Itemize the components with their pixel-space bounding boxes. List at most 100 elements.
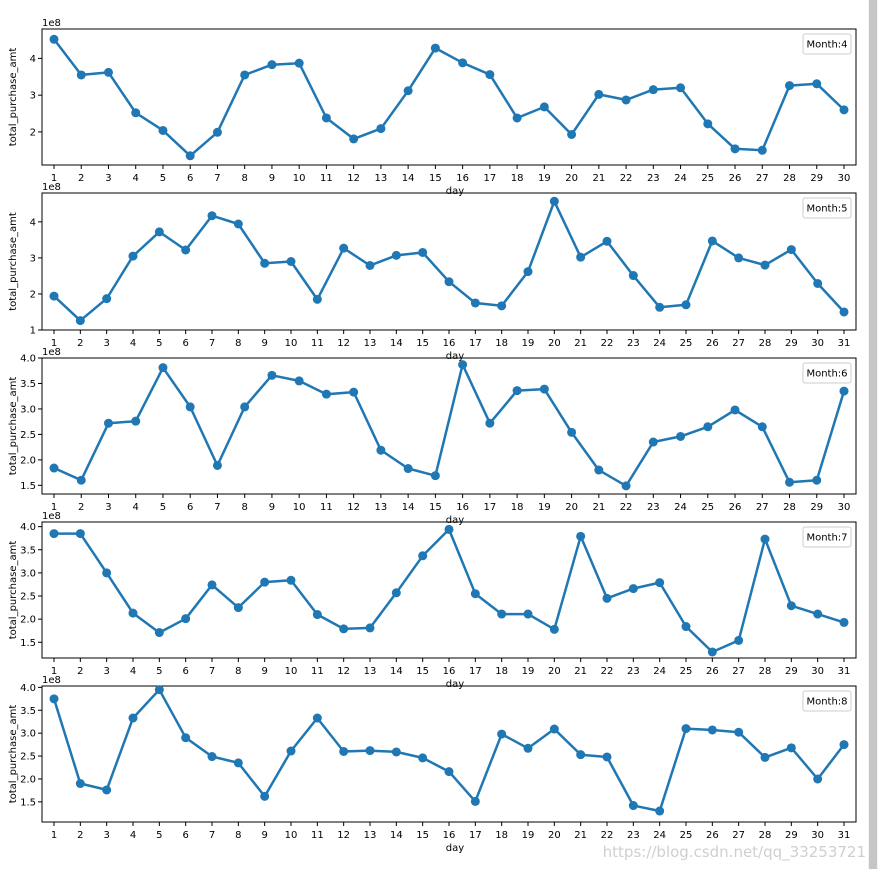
watermark-text: https://blog.csdn.net/qq_33253721 <box>602 843 866 861</box>
y-tick-label: 2.5 <box>20 592 36 603</box>
x-tick-label: 21 <box>574 338 587 349</box>
x-tick-label: 15 <box>429 502 442 513</box>
data-point <box>49 291 59 301</box>
data-point <box>158 125 168 135</box>
data-point <box>365 623 375 633</box>
x-tick-label: 4 <box>133 173 139 184</box>
x-tick-label: 20 <box>565 173 578 184</box>
x-tick-label: 16 <box>443 666 456 677</box>
x-tick-label: 8 <box>235 830 241 841</box>
x-tick-label: 26 <box>706 338 719 349</box>
x-tick-label: 27 <box>732 666 745 677</box>
x-axis-label: day <box>446 186 464 197</box>
scrollbar-thumb[interactable] <box>869 0 877 869</box>
x-tick-label: 21 <box>592 173 605 184</box>
x-tick-label: 31 <box>838 830 851 841</box>
x-tick-label: 28 <box>759 830 772 841</box>
data-point <box>730 405 740 415</box>
data-point <box>839 617 849 627</box>
x-tick-label: 24 <box>674 173 687 184</box>
y-tick-label: 1.5 <box>20 481 36 492</box>
data-point <box>655 806 665 816</box>
x-tick-label: 5 <box>156 830 162 841</box>
x-tick-label: 14 <box>402 173 415 184</box>
y-tick-label: 3.0 <box>20 404 36 415</box>
data-point <box>103 418 113 428</box>
data-point <box>430 471 440 481</box>
y-tick-label: 2.0 <box>20 774 36 785</box>
legend-label: Month:8 <box>806 697 847 708</box>
x-tick-label: 2 <box>78 502 84 513</box>
data-point <box>376 445 386 455</box>
data-point <box>676 431 686 441</box>
data-point <box>760 534 770 544</box>
data-point <box>602 593 612 603</box>
data-point <box>621 95 631 105</box>
data-point <box>212 127 222 137</box>
x-tick-label: 18 <box>511 173 524 184</box>
axes-frame <box>41 192 857 331</box>
vertical-scrollbar[interactable] <box>868 0 878 869</box>
x-tick-label: 10 <box>293 173 306 184</box>
data-point <box>286 575 296 585</box>
x-tick-label: 7 <box>214 173 220 184</box>
data-point <box>403 86 413 96</box>
y-tick-label: 2.5 <box>20 430 36 441</box>
data-point <box>707 236 717 246</box>
legend-label: Month:7 <box>806 533 847 544</box>
y-offset-label: 1e8 <box>42 18 61 29</box>
x-tick-label: 14 <box>390 830 403 841</box>
x-tick-label: 21 <box>574 666 587 677</box>
data-point <box>681 300 691 310</box>
x-tick-label: 3 <box>103 666 109 677</box>
data-point <box>785 477 795 487</box>
data-point <box>813 609 823 619</box>
data-point <box>240 402 250 412</box>
data-point <box>267 370 277 380</box>
data-point <box>458 58 468 68</box>
data-point <box>470 298 480 308</box>
data-point <box>444 524 454 534</box>
x-tick-label: 11 <box>320 502 333 513</box>
x-tick-label: 13 <box>375 173 388 184</box>
x-tick-label: 18 <box>511 502 524 513</box>
data-point <box>376 124 386 134</box>
data-point <box>430 43 440 53</box>
x-tick-label: 19 <box>538 502 551 513</box>
x-tick-label: 20 <box>565 502 578 513</box>
data-point <box>365 746 375 756</box>
x-tick-label: 16 <box>456 502 469 513</box>
data-point <box>549 724 559 734</box>
y-tick-label: 1 <box>30 326 36 337</box>
x-tick-label: 25 <box>701 173 714 184</box>
x-tick-label: 30 <box>838 502 851 513</box>
data-point <box>444 277 454 287</box>
legend-box <box>802 526 852 548</box>
axes-frame <box>41 357 857 495</box>
x-tick-label: 26 <box>729 502 742 513</box>
x-tick-label: 16 <box>443 830 456 841</box>
x-tick-label: 1 <box>51 830 57 841</box>
data-point <box>707 725 717 735</box>
data-point <box>628 271 638 281</box>
data-point <box>181 733 191 743</box>
axes-frame <box>41 28 857 166</box>
x-tick-label: 11 <box>311 338 324 349</box>
legend-box <box>802 362 852 384</box>
data-point <box>131 108 141 118</box>
x-tick-label: 10 <box>285 338 298 349</box>
data-point <box>75 316 85 326</box>
x-tick-label: 24 <box>653 830 666 841</box>
x-tick-label: 29 <box>810 173 823 184</box>
x-tick-label: 17 <box>483 502 496 513</box>
data-point <box>576 252 586 262</box>
x-tick-label: 30 <box>811 338 824 349</box>
x-tick-label: 27 <box>756 173 769 184</box>
y-tick-label: 4.0 <box>20 522 36 533</box>
x-tick-label: 23 <box>627 830 640 841</box>
x-tick-label: 31 <box>838 338 851 349</box>
y-tick-label: 2.5 <box>20 752 36 763</box>
y-tick-label: 4 <box>30 217 36 228</box>
y-offset-label: 1e8 <box>42 347 61 358</box>
